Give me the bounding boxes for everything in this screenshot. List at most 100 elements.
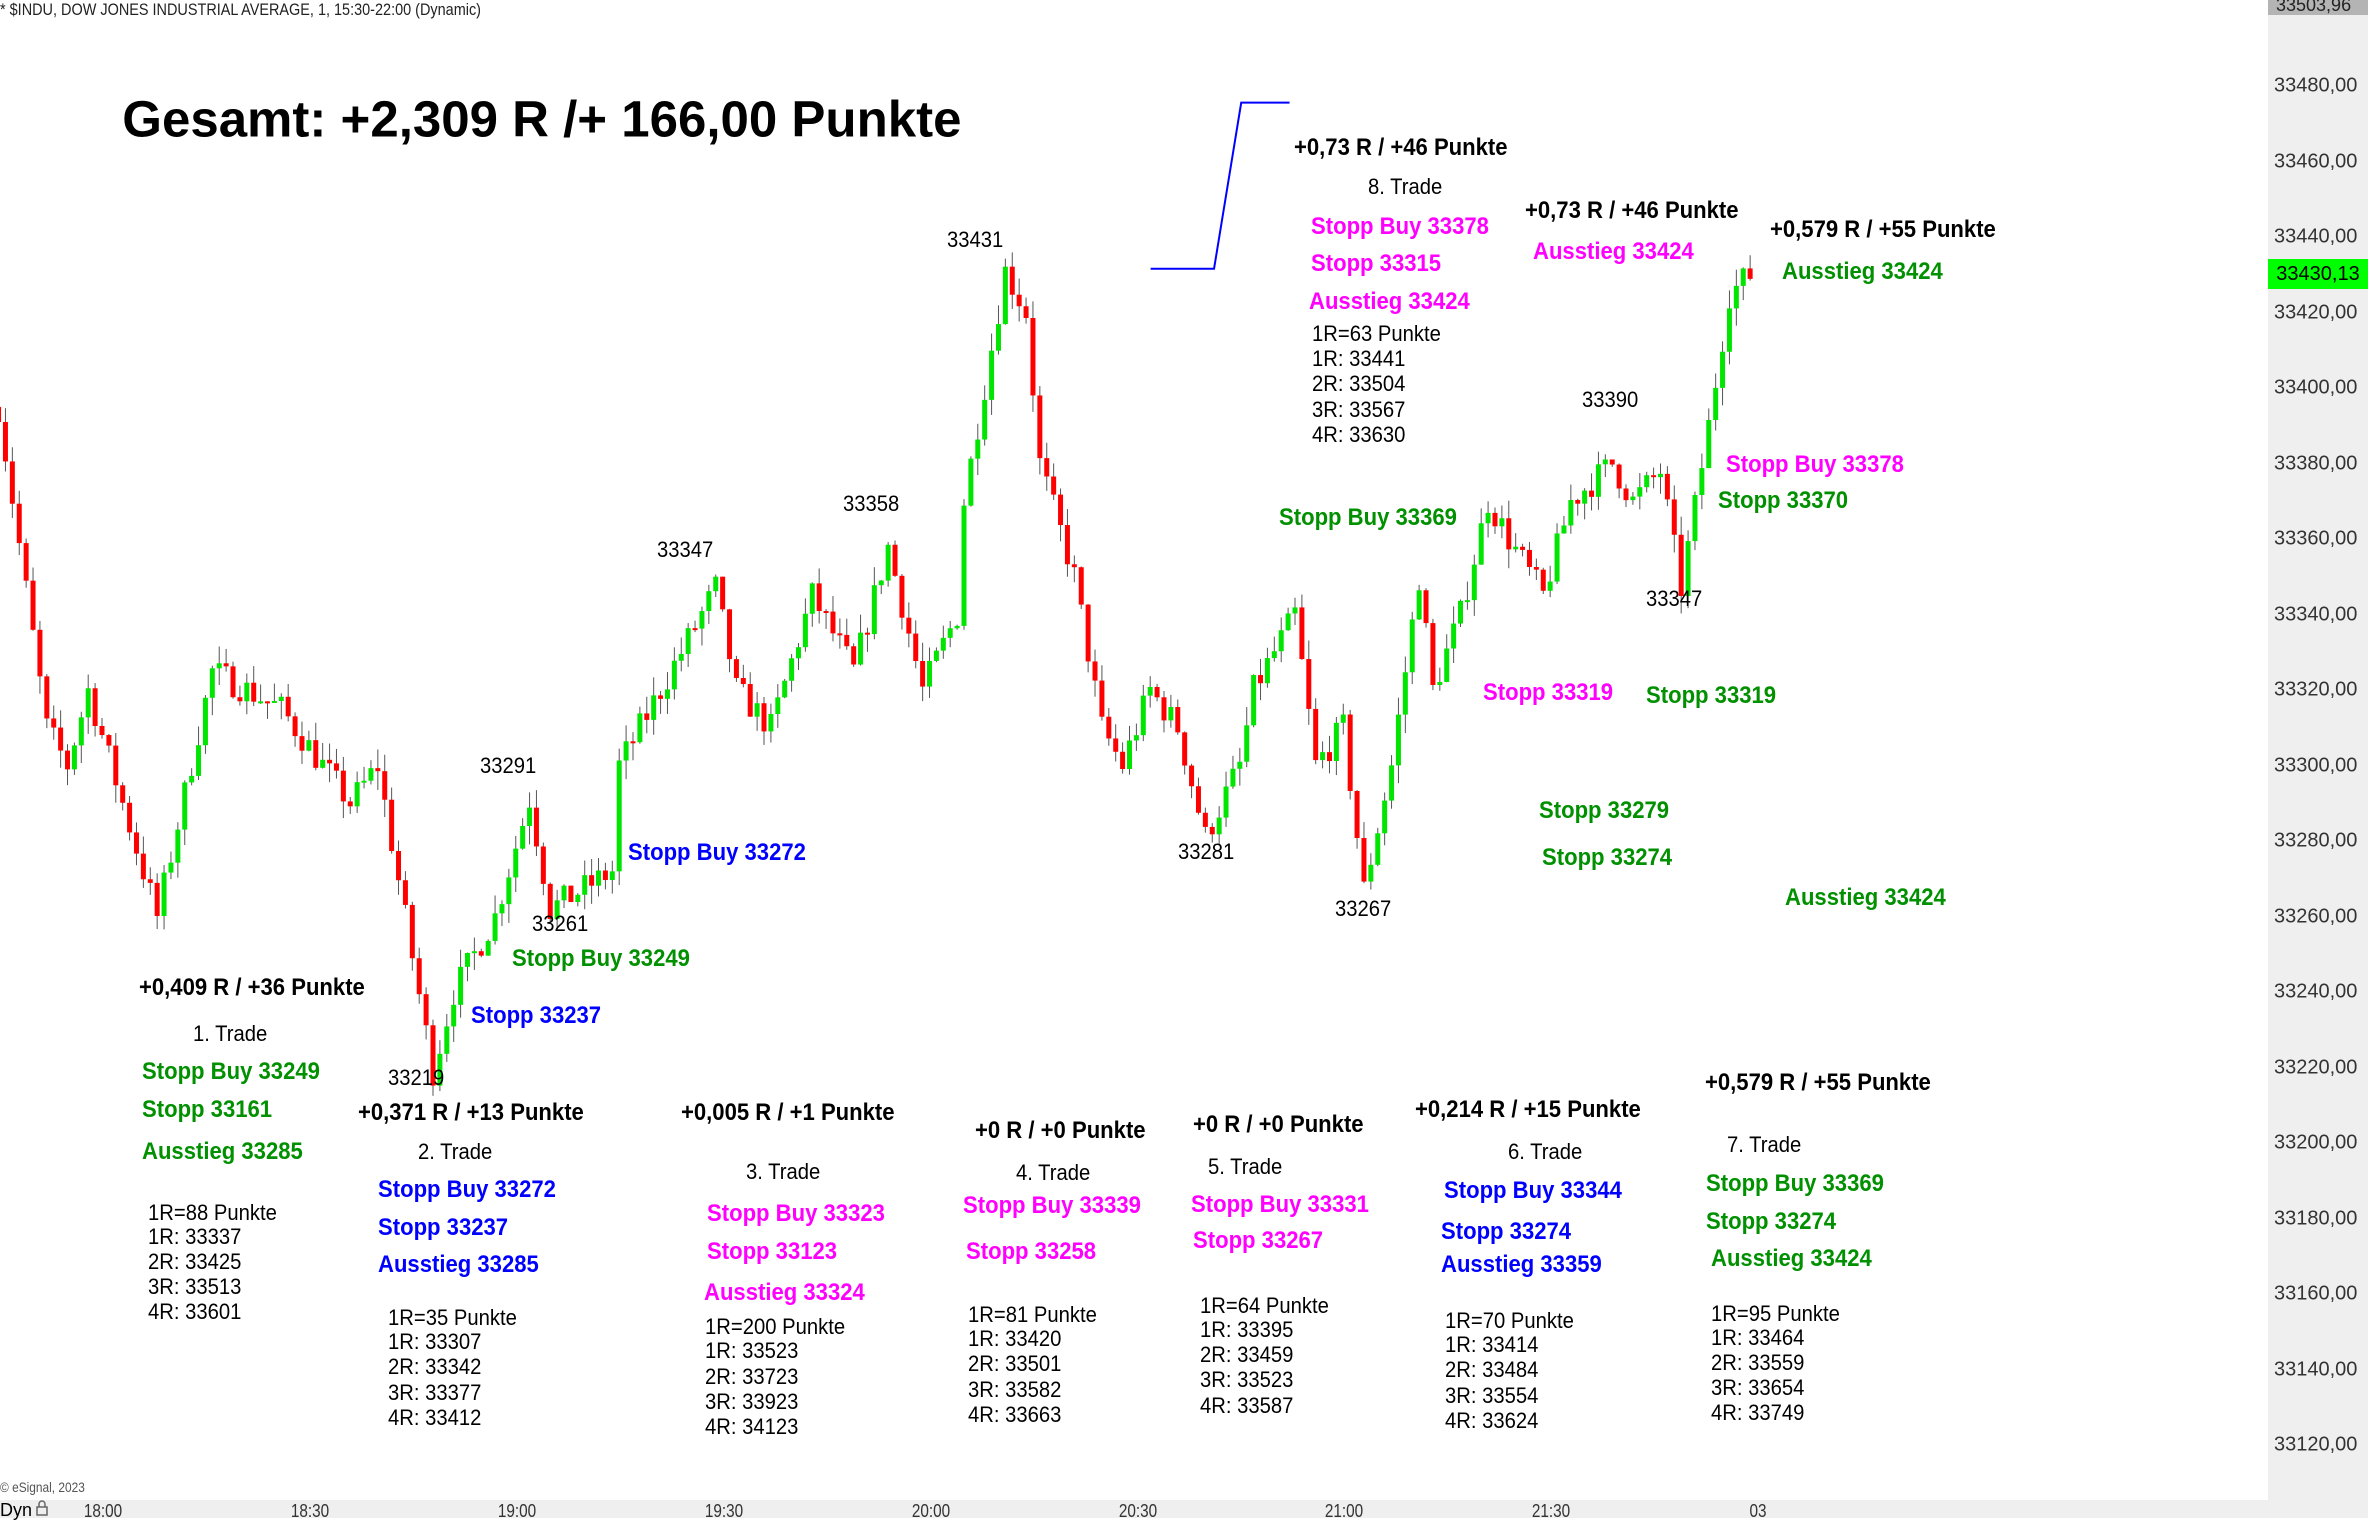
candle-up bbox=[1271, 651, 1277, 659]
candle-up bbox=[271, 700, 277, 703]
summary-title: Gesamt: +2,309 R /+ 166,00 Punkte bbox=[122, 90, 962, 148]
trade-result: +0,579 R / +55 Punkte bbox=[1704, 1068, 1931, 1096]
candle-up bbox=[1458, 600, 1464, 624]
candle-up bbox=[1602, 459, 1608, 465]
trade-target: 2R: 33342 bbox=[388, 1354, 482, 1380]
candle-up bbox=[182, 782, 188, 830]
chart-annotation: Stopp 33370 bbox=[1718, 487, 1849, 515]
candle-up bbox=[320, 759, 326, 768]
trade-target: 4R: 34123 bbox=[705, 1413, 799, 1439]
candle-down bbox=[899, 575, 905, 618]
candle-up bbox=[1278, 630, 1284, 652]
candle-down bbox=[389, 799, 395, 852]
trade-order: Stopp 33161 bbox=[141, 1095, 273, 1123]
chart-annotation: Ausstieg 33424 bbox=[1784, 884, 1946, 912]
candle-down bbox=[237, 697, 243, 702]
trade-order: Stopp Buy 33339 bbox=[963, 1192, 1142, 1220]
candle-down bbox=[1533, 567, 1539, 570]
candle-up bbox=[1237, 761, 1243, 769]
chart-annotation: Ausstieg 33424 bbox=[1781, 257, 1943, 285]
candle-up bbox=[699, 611, 705, 629]
candle-down bbox=[1064, 525, 1070, 565]
candle-up bbox=[1513, 546, 1519, 550]
candle-up bbox=[775, 697, 781, 715]
trade-target: 1R: 33464 bbox=[1710, 1324, 1805, 1350]
candle-down bbox=[1326, 752, 1332, 762]
candle-down bbox=[1623, 488, 1629, 501]
chart-annotation: Ausstieg 33424 bbox=[1532, 238, 1694, 266]
candle-down bbox=[1051, 476, 1057, 495]
price-chart[interactable] bbox=[0, 0, 2268, 1500]
trade-target: 2R: 33459 bbox=[1200, 1342, 1294, 1368]
chart-annotation: Stopp 33274 bbox=[1541, 843, 1672, 871]
trade-risk: 1R=200 Punkte bbox=[705, 1314, 846, 1340]
trade-target: 3R: 33377 bbox=[388, 1379, 482, 1405]
dynamic-mode-label[interactable]: Dyn bbox=[0, 1500, 33, 1520]
candle-up bbox=[651, 695, 657, 720]
candle-up bbox=[1726, 308, 1732, 352]
candle-down bbox=[423, 994, 429, 1026]
chart-annotation: Stopp Buy 33378 bbox=[1725, 451, 1904, 479]
candle-down bbox=[1195, 786, 1201, 813]
trade-target: 3R: 33567 bbox=[1312, 396, 1406, 422]
candle-up bbox=[520, 825, 526, 849]
candle-down bbox=[1023, 306, 1029, 318]
lock-icon[interactable] bbox=[36, 1500, 48, 1516]
candle-down bbox=[644, 713, 650, 720]
trade-target: 2R: 33559 bbox=[1710, 1349, 1805, 1375]
candle-down bbox=[823, 611, 829, 614]
candle-down bbox=[747, 684, 753, 717]
trade-name: 5. Trade bbox=[1208, 1154, 1283, 1180]
candle-up bbox=[1595, 464, 1601, 497]
swing-price-label: 33281 bbox=[1177, 838, 1235, 864]
candle-up bbox=[878, 580, 884, 586]
trade-target: 3R: 33523 bbox=[1200, 1367, 1294, 1393]
swing-price-label: 33390 bbox=[1582, 387, 1639, 413]
candle-down bbox=[154, 882, 160, 917]
candle-down bbox=[913, 633, 919, 661]
candle-down bbox=[1492, 512, 1498, 527]
candle-up bbox=[1706, 419, 1712, 469]
candle-up bbox=[1499, 518, 1505, 527]
candle-up bbox=[671, 660, 677, 690]
candle-up bbox=[927, 660, 933, 687]
candle-up bbox=[1740, 268, 1746, 286]
candle-down bbox=[1113, 738, 1119, 752]
candle-down bbox=[1299, 607, 1305, 660]
trade-order: Ausstieg 33359 bbox=[1440, 1251, 1602, 1279]
candle-up bbox=[458, 966, 464, 1005]
candle-up bbox=[1147, 686, 1153, 696]
candle-up bbox=[513, 848, 519, 878]
trade-order: Stopp 33274 bbox=[1706, 1207, 1837, 1235]
price-tick-label: 33460,00 bbox=[2274, 150, 2358, 172]
candle-up bbox=[464, 952, 470, 967]
trade-target: 2R: 33504 bbox=[1312, 371, 1406, 397]
candle-up bbox=[1692, 494, 1698, 542]
trade-order: Ausstieg 33285 bbox=[377, 1251, 539, 1279]
time-axis[interactable]: 18:00 18:30 19:00 19:30 20:00 20:30 21:00 21:30… bbox=[0, 1500, 2368, 1521]
candle-down bbox=[1575, 499, 1581, 504]
chart-annotation: Stopp 33237 bbox=[471, 1002, 602, 1030]
trade-target: 1R: 33337 bbox=[147, 1223, 242, 1249]
candle-up bbox=[616, 760, 622, 872]
candle-down bbox=[1209, 826, 1215, 835]
candle-down bbox=[16, 503, 22, 544]
candle-down bbox=[692, 628, 698, 631]
candle-up bbox=[809, 583, 815, 614]
candle-down bbox=[1506, 518, 1512, 550]
candle-down bbox=[1430, 623, 1436, 685]
candle-up bbox=[1368, 864, 1374, 882]
candle-up bbox=[1264, 658, 1270, 684]
candle-up bbox=[1389, 765, 1395, 801]
trade-target: 3R: 33654 bbox=[1710, 1374, 1805, 1400]
price-tick-label: 33160,00 bbox=[2274, 1282, 2358, 1305]
session-high-label: 33503,96 bbox=[2268, 0, 2368, 15]
candle-up bbox=[471, 951, 477, 954]
candle-up bbox=[582, 875, 588, 895]
candle-up bbox=[664, 689, 670, 699]
candle-down bbox=[761, 703, 767, 732]
price-axis[interactable]: 33480,00 33460,00 33440,00 33420,00 33400,00… bbox=[2268, 0, 2368, 1500]
time-tick-label: 19:30 bbox=[704, 1501, 743, 1521]
time-tick-label: 21:00 bbox=[1325, 1501, 1364, 1521]
candle-down bbox=[299, 736, 305, 751]
